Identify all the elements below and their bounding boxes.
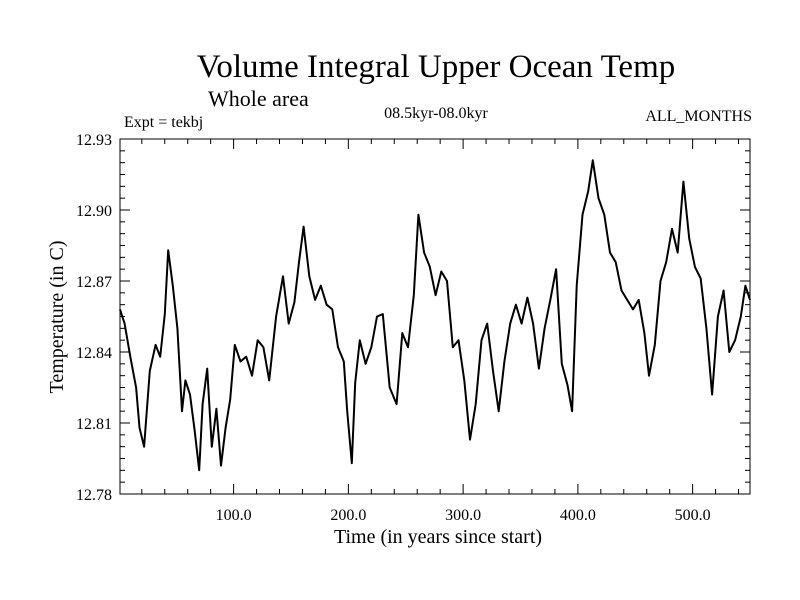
months-label: ALL_MONTHS xyxy=(645,108,752,125)
chart-subtitle: Whole area xyxy=(208,86,309,111)
period-label: 08.5kyr-08.0kyr xyxy=(384,105,488,122)
y-tick-label: 12.87 xyxy=(76,274,112,291)
tick-label-layer: 100.0 200.0 300.0 400.0 500.0 12.78 12.81 12.84… xyxy=(76,132,711,524)
x-tick-label: 100.0 xyxy=(216,507,252,524)
y-tick-label: 12.93 xyxy=(76,132,112,149)
temperature-series-line xyxy=(119,159,751,472)
tick-layer xyxy=(120,138,750,495)
x-tick-label: 200.0 xyxy=(330,507,366,524)
experiment-label: Expt = tekbj xyxy=(124,114,203,131)
y-tick-label: 12.84 xyxy=(76,345,112,362)
y-tick-label: 12.90 xyxy=(76,203,112,220)
x-axis-label: Time (in years since start) xyxy=(334,526,542,548)
x-tick-label: 500.0 xyxy=(675,507,711,524)
x-tick-label: 400.0 xyxy=(560,507,596,524)
plot-frame xyxy=(119,138,751,495)
y-axis-label: Temperature (in C) xyxy=(46,241,68,394)
y-tick-label: 12.81 xyxy=(76,416,112,433)
x-tick-label: 300.0 xyxy=(445,507,481,524)
y-tick-label: 12.78 xyxy=(76,487,112,504)
chart-title: Volume Integral Upper Ocean Temp xyxy=(197,49,675,85)
